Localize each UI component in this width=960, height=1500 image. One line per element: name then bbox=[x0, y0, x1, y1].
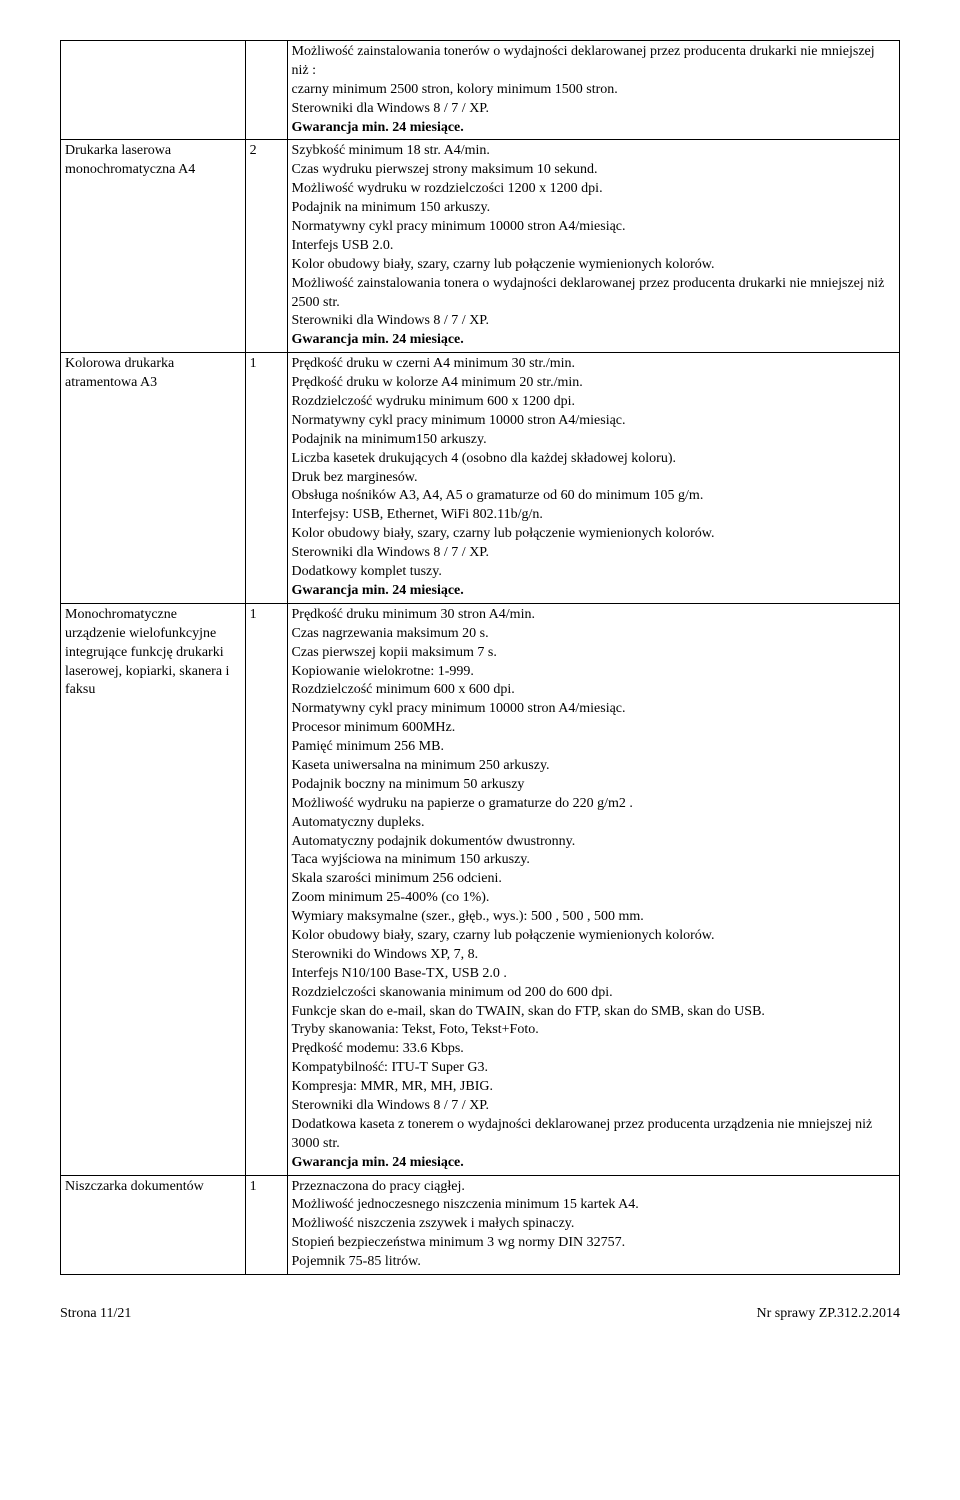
spec-line: Możliwość jednoczesnego niszczenia minim… bbox=[292, 1196, 895, 1215]
spec-line: Przeznaczona do pracy ciągłej. bbox=[292, 1178, 895, 1197]
qty-cell: 1 bbox=[245, 603, 287, 1175]
spec-line: Prędkość modemu: 33.6 Kbps. bbox=[292, 1040, 895, 1059]
spec-line: Rozdzielczość minimum 600 x 600 dpi. bbox=[292, 681, 895, 700]
spec-line: Sterowniki dla Windows 8 / 7 / XP. bbox=[292, 312, 895, 331]
spec-line: Kompatybilność: ITU-T Super G3. bbox=[292, 1059, 895, 1078]
spec-line: Czas pierwszej kopii maksimum 7 s. bbox=[292, 644, 895, 663]
item-name-cell: Monochromatyczne urządzenie wielofunkcyj… bbox=[61, 603, 246, 1175]
spec-line: Pamięć minimum 256 MB. bbox=[292, 738, 895, 757]
qty-cell: 2 bbox=[245, 140, 287, 353]
spec-line: Dodatkowa kaseta z tonerem o wydajności … bbox=[292, 1116, 895, 1154]
spec-line: Interfejs USB 2.0. bbox=[292, 237, 895, 256]
spec-line: Możliwość zainstalowania tonera o wydajn… bbox=[292, 275, 895, 313]
spec-cell: Prędkość druku w czerni A4 minimum 30 st… bbox=[287, 353, 899, 604]
spec-line: Sterowniki dla Windows 8 / 7 / XP. bbox=[292, 544, 895, 563]
spec-line: Prędkość druku minimum 30 stron A4/min. bbox=[292, 606, 895, 625]
spec-table: Możliwość zainstalowania tonerów o wydaj… bbox=[60, 40, 900, 1275]
spec-line: Gwarancja min. 24 miesiące. bbox=[292, 119, 895, 138]
spec-line: Prędkość druku w kolorze A4 minimum 20 s… bbox=[292, 374, 895, 393]
item-name-cell bbox=[61, 41, 246, 140]
spec-line: Taca wyjściowa na minimum 150 arkuszy. bbox=[292, 851, 895, 870]
spec-line: Możliwość wydruku na papierze o gramatur… bbox=[292, 795, 895, 814]
spec-line: Kopiowanie wielokrotne: 1-999. bbox=[292, 663, 895, 682]
spec-line: Sterowniki do Windows XP, 7, 8. bbox=[292, 946, 895, 965]
spec-line: Podajnik na minimum 150 arkuszy. bbox=[292, 199, 895, 218]
spec-line: Czas nagrzewania maksimum 20 s. bbox=[292, 625, 895, 644]
spec-line: Prędkość druku w czerni A4 minimum 30 st… bbox=[292, 355, 895, 374]
spec-line: Kaseta uniwersalna na minimum 250 arkusz… bbox=[292, 757, 895, 776]
spec-line: Rozdzielczość wydruku minimum 600 x 1200… bbox=[292, 393, 895, 412]
spec-line: Dodatkowy komplet tuszy. bbox=[292, 563, 895, 582]
spec-line: Normatywny cykl pracy minimum 10000 stro… bbox=[292, 412, 895, 431]
spec-line: Stopień bezpieczeństwa minimum 3 wg norm… bbox=[292, 1234, 895, 1253]
spec-line: Obsługa nośników A3, A4, A5 o gramaturze… bbox=[292, 487, 895, 506]
spec-line: Druk bez marginesów. bbox=[292, 469, 895, 488]
spec-line: Liczba kasetek drukujących 4 (osobno dla… bbox=[292, 450, 895, 469]
spec-line: Gwarancja min. 24 miesiące. bbox=[292, 1154, 895, 1173]
spec-line: Możliwość niszczenia zszywek i małych sp… bbox=[292, 1215, 895, 1234]
spec-line: czarny minimum 2500 stron, kolory minimu… bbox=[292, 81, 895, 100]
spec-line: Podajnik boczny na minimum 50 arkuszy bbox=[292, 776, 895, 795]
spec-cell: Prędkość druku minimum 30 stron A4/min.C… bbox=[287, 603, 899, 1175]
table-row: Możliwość zainstalowania tonerów o wydaj… bbox=[61, 41, 900, 140]
spec-line: Kolor obudowy biały, szary, czarny lub p… bbox=[292, 927, 895, 946]
item-name-cell: Niszczarka dokumentów bbox=[61, 1175, 246, 1274]
spec-line: Szybkość minimum 18 str. A4/min. bbox=[292, 142, 895, 161]
table-row: Monochromatyczne urządzenie wielofunkcyj… bbox=[61, 603, 900, 1175]
spec-cell: Przeznaczona do pracy ciągłej.Możliwość … bbox=[287, 1175, 899, 1274]
spec-line: Procesor minimum 600MHz. bbox=[292, 719, 895, 738]
spec-line: Kolor obudowy biały, szary, czarny lub p… bbox=[292, 256, 895, 275]
qty-cell bbox=[245, 41, 287, 140]
spec-cell: Szybkość minimum 18 str. A4/min.Czas wyd… bbox=[287, 140, 899, 353]
spec-line: Możliwość wydruku w rozdzielczości 1200 … bbox=[292, 180, 895, 199]
table-row: Drukarka laserowa monochromatyczna A42Sz… bbox=[61, 140, 900, 353]
qty-cell: 1 bbox=[245, 1175, 287, 1274]
spec-line: Kompresja: MMR, MR, MH, JBIG. bbox=[292, 1078, 895, 1097]
spec-line: Automatyczny podajnik dokumentów dwustro… bbox=[292, 833, 895, 852]
footer-left: Strona 11/21 bbox=[60, 1305, 131, 1324]
spec-line: Funkcje skan do e-mail, skan do TWAIN, s… bbox=[292, 1003, 895, 1022]
spec-cell: Możliwość zainstalowania tonerów o wydaj… bbox=[287, 41, 899, 140]
spec-line: Normatywny cykl pracy minimum 10000 stro… bbox=[292, 218, 895, 237]
item-name-cell: Kolorowa drukarka atramentowa A3 bbox=[61, 353, 246, 604]
footer-right: Nr sprawy ZP.312.2.2014 bbox=[757, 1305, 901, 1324]
spec-line: Normatywny cykl pracy minimum 10000 stro… bbox=[292, 700, 895, 719]
spec-line: Możliwość zainstalowania tonerów o wydaj… bbox=[292, 43, 895, 81]
spec-line: Kolor obudowy biały, szary, czarny lub p… bbox=[292, 525, 895, 544]
spec-line: Interfejs N10/100 Base-TX, USB 2.0 . bbox=[292, 965, 895, 984]
spec-line: Sterowniki dla Windows 8 / 7 / XP. bbox=[292, 100, 895, 119]
spec-line: Gwarancja min. 24 miesiące. bbox=[292, 582, 895, 601]
spec-line: Gwarancja min. 24 miesiące. bbox=[292, 331, 895, 350]
spec-line: Zoom minimum 25-400% (co 1%). bbox=[292, 889, 895, 908]
table-row: Niszczarka dokumentów1Przeznaczona do pr… bbox=[61, 1175, 900, 1274]
spec-line: Skala szarości minimum 256 odcieni. bbox=[292, 870, 895, 889]
table-row: Kolorowa drukarka atramentowa A31 Prędkoś… bbox=[61, 353, 900, 604]
spec-line: Tryby skanowania: Tekst, Foto, Tekst+Fot… bbox=[292, 1021, 895, 1040]
spec-line: Czas wydruku pierwszej strony maksimum 1… bbox=[292, 161, 895, 180]
spec-line: Podajnik na minimum150 arkuszy. bbox=[292, 431, 895, 450]
spec-line: Wymiary maksymalne (szer., głęb., wys.):… bbox=[292, 908, 895, 927]
spec-line: Pojemnik 75-85 litrów. bbox=[292, 1253, 895, 1272]
spec-line: Rozdzielczości skanowania minimum od 200… bbox=[292, 984, 895, 1003]
spec-line: Interfejsy: USB, Ethernet, WiFi 802.11b/… bbox=[292, 506, 895, 525]
item-name-cell: Drukarka laserowa monochromatyczna A4 bbox=[61, 140, 246, 353]
qty-cell: 1 bbox=[245, 353, 287, 604]
page-footer: Strona 11/21 Nr sprawy ZP.312.2.2014 bbox=[60, 1305, 900, 1324]
spec-line: Automatyczny dupleks. bbox=[292, 814, 895, 833]
spec-line: Sterowniki dla Windows 8 / 7 / XP. bbox=[292, 1097, 895, 1116]
